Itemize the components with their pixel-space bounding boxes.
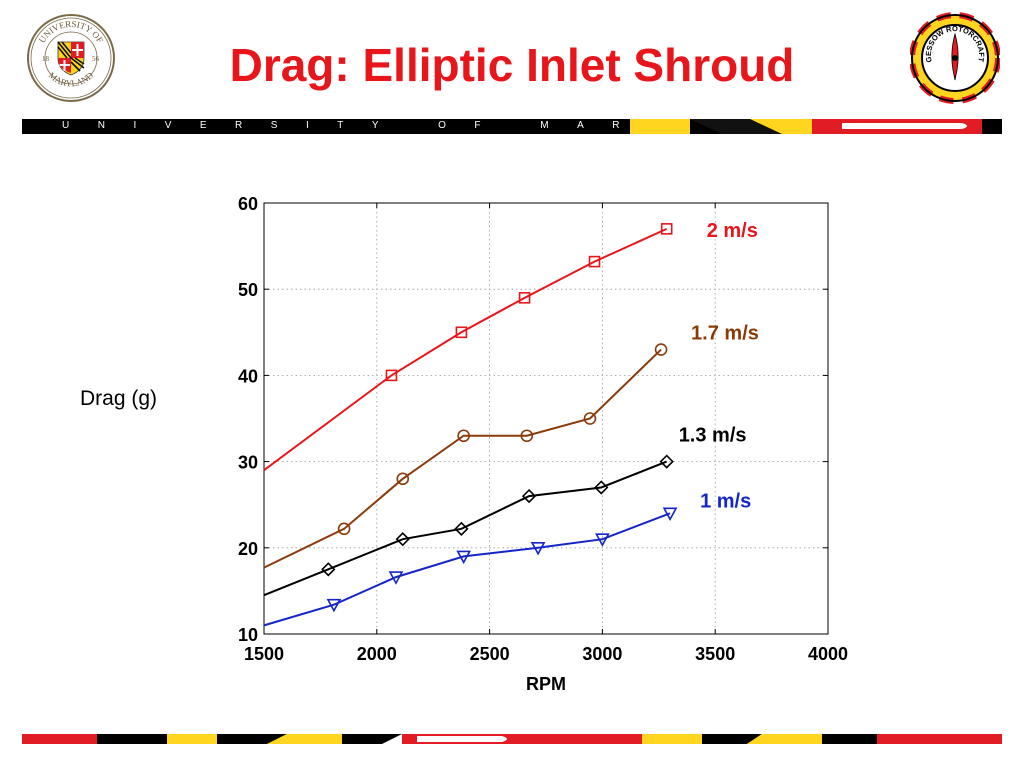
umd-seal-logo: UNIVERSITY OF MARYLAND 18 56 [26,12,116,109]
data-point-1-m-s [530,541,546,556]
data-point-1-m-s [388,571,404,585]
data-point-2-m-s [588,255,601,268]
data-point-1-3-m-s [659,454,674,469]
rotorcraft-center-logo: ALFRED GESSOW ROTORCRAFT CENTER [907,5,1001,109]
series-labels: 2 m/s 1.7 m/s 1.3 m/s 1 m/s [679,220,759,512]
data-point-1-m-s [662,507,678,521]
data-point-2-m-s [385,369,398,382]
seal-year-right: 56 [92,55,100,63]
data-point-2-m-s [660,223,673,235]
data-point-1-7-m-s [396,472,410,486]
y-tick-label: 20 [238,539,258,559]
x-tick-label: 1500 [244,644,284,664]
series-label-1-m-s: 1 m/s [700,490,751,512]
axis-ticks: 1500 2000 2500 3000 3500 4000 10 20 30 40 50 60 [238,194,848,664]
series-label-1-7-m-s: 1.7 m/s [691,323,759,345]
y-tick-label: 30 [238,453,258,473]
data-point-1-7-m-s [457,429,470,443]
x-tick-label: 2500 [470,644,510,664]
data-point-1-m-s [595,533,610,547]
data-point-1-3-m-s [321,562,336,577]
footer-banner [22,731,1002,744]
x-axis-label: RPM [526,674,566,694]
y-tick-label: 60 [238,194,258,214]
data-point-1-m-s [456,550,472,565]
series-line-1-m-s [263,512,671,627]
data-point-1-3-m-s [521,488,537,504]
data-point-1-7-m-s [583,412,597,425]
series-line-1-3-m-s [263,460,668,597]
data-point-2-m-s [518,292,531,304]
x-tick-label: 3500 [695,644,735,664]
x-tick-label: 3000 [582,644,622,664]
x-tick-label: 4000 [808,644,848,664]
y-axis-label: Drag (g) [80,387,158,410]
header-banner: UNIVERSITY OF MARYLAND [22,119,1002,134]
y-tick-label: 40 [238,366,258,386]
grid-lines [264,203,828,634]
data-point-1-7-m-s [654,343,668,356]
plot-frame [263,202,829,635]
series-label-1-3-m-s: 1.3 m/s [679,425,747,447]
data-point-2-m-s [455,326,468,339]
series-line-1-7-m-s [263,348,662,569]
banner-text: UNIVERSITY OF MARYLAND [62,120,824,131]
slide-title: Drag: Elliptic Inlet Shroud [229,39,795,91]
y-tick-label: 50 [238,280,258,300]
y-tick-label: 10 [238,625,258,645]
data-point-1-3-m-s [395,532,410,547]
data-point-1-7-m-s [337,522,351,536]
data-point-1-3-m-s [594,480,609,495]
seal-year-left: 18 [42,55,50,63]
series-label-2-m-s: 2 m/s [707,220,758,242]
x-tick-label: 2000 [357,644,397,664]
series-line-2-m-s [263,227,668,472]
data-point-1-3-m-s [454,521,469,536]
data-point-1-7-m-s [520,429,534,443]
data-point-1-m-s [326,598,342,613]
series-layer [263,223,678,627]
